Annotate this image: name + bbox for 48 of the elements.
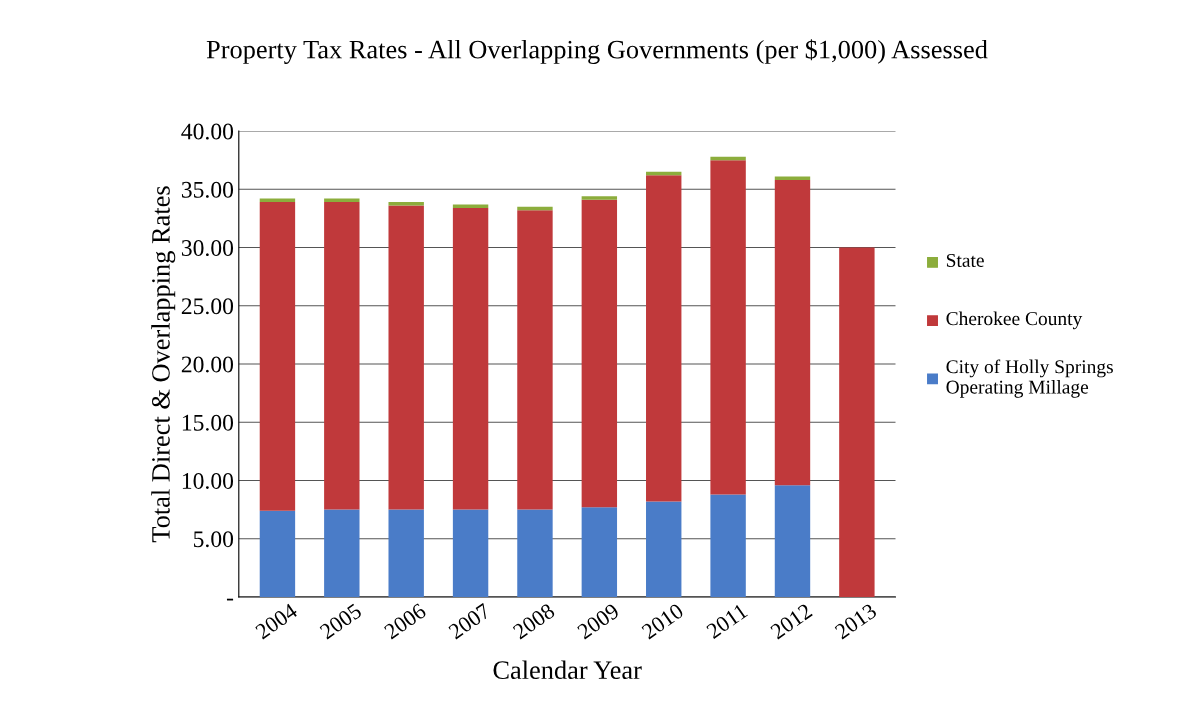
x-tick-label: 2004 bbox=[254, 602, 299, 640]
bar bbox=[517, 210, 553, 510]
bar bbox=[646, 175, 682, 502]
x-tick-label: 2012 bbox=[769, 603, 813, 640]
y-tick-label: 10.00 bbox=[182, 472, 234, 490]
bar bbox=[774, 485, 811, 597]
x-tick-label: 2005 bbox=[319, 602, 363, 640]
x-tick-label: 2007 bbox=[447, 602, 492, 640]
y-tick-label: 15.00 bbox=[182, 414, 234, 431]
bar bbox=[388, 202, 424, 206]
bar bbox=[259, 510, 296, 597]
legend-label: Cherokee County bbox=[946, 311, 1083, 330]
y-tick-label: 20.00 bbox=[181, 356, 234, 373]
bar bbox=[517, 509, 553, 597]
y-tick-label: 40.00 bbox=[181, 123, 234, 140]
bar bbox=[452, 204, 489, 208]
bar bbox=[581, 507, 618, 597]
x-tick-label: 2008 bbox=[512, 602, 556, 640]
bar bbox=[646, 501, 682, 597]
chart-title: Property Tax Rates - All Overlapping Governments (per $1,000) Assessed bbox=[206, 39, 988, 64]
x-tick-label: 2010 bbox=[640, 602, 685, 640]
bar bbox=[324, 509, 360, 597]
y-axis-title: Total Direct & Overlapping Rates bbox=[151, 186, 176, 543]
bar bbox=[452, 207, 489, 510]
bar bbox=[324, 202, 360, 510]
bar bbox=[774, 179, 811, 486]
x-axis-title: Calendar Year bbox=[493, 660, 642, 680]
bar bbox=[710, 160, 746, 495]
y-tick-label: - bbox=[226, 598, 234, 601]
y-tick-label: 5.00 bbox=[193, 531, 234, 548]
legend-label: State bbox=[946, 253, 984, 267]
y-tick-label: 35.00 bbox=[181, 181, 234, 198]
x-tick-label: 2009 bbox=[576, 602, 620, 640]
bar bbox=[581, 196, 618, 200]
x-tick-label: 2011 bbox=[705, 603, 749, 640]
y-tick-label: 25.00 bbox=[181, 298, 234, 315]
bar bbox=[388, 509, 424, 597]
x-tick-label: 2013 bbox=[834, 602, 878, 640]
legend-label: City of Holly Springs Operating Millage bbox=[946, 359, 1113, 398]
bar bbox=[581, 199, 618, 508]
bar bbox=[710, 494, 746, 597]
bar bbox=[388, 205, 424, 510]
bar bbox=[774, 176, 811, 180]
x-tick-label: 2006 bbox=[383, 602, 428, 640]
bar bbox=[452, 509, 489, 597]
bar bbox=[839, 247, 875, 597]
bar bbox=[259, 202, 296, 511]
y-tick-label: 30.00 bbox=[181, 240, 234, 257]
